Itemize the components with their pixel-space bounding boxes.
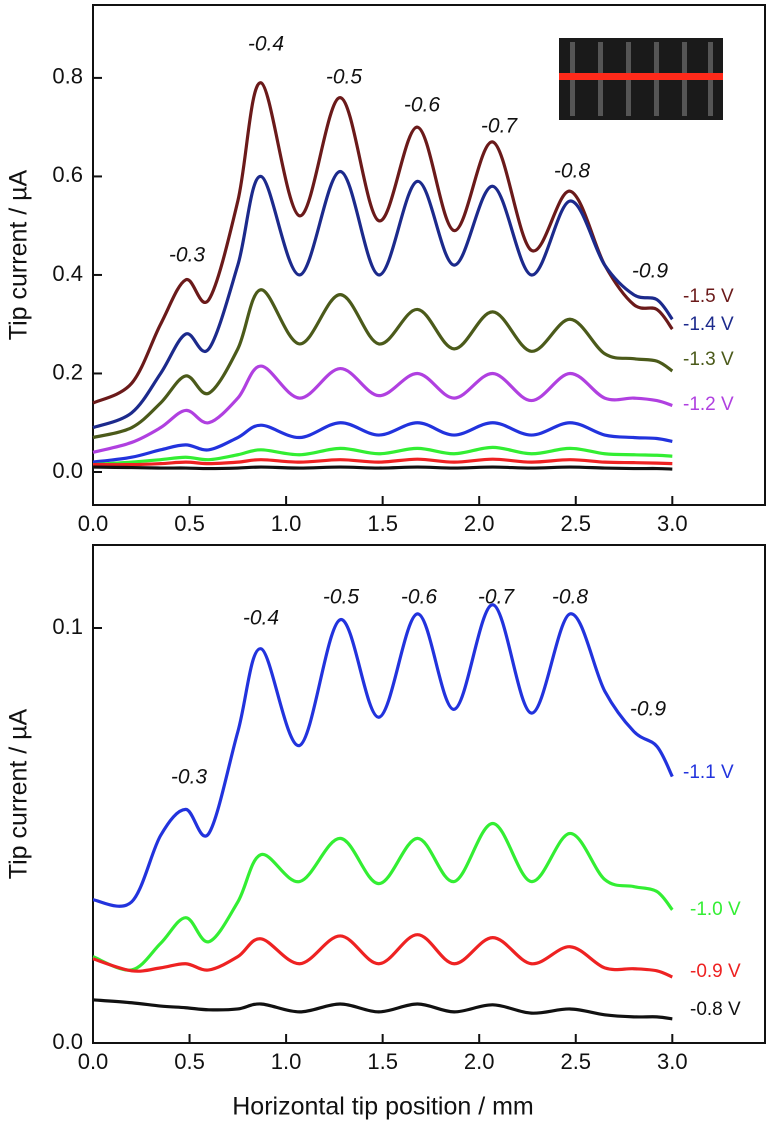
data-line xyxy=(92,445,673,467)
peak-annotation: -0.4 xyxy=(243,607,279,630)
data-line xyxy=(92,364,673,454)
data-line xyxy=(92,998,673,1021)
peak-annotation: -0.3 xyxy=(171,766,208,789)
data-line xyxy=(92,933,673,979)
data-line xyxy=(92,603,674,908)
x-tick-label: 1.5 xyxy=(367,1049,398,1074)
x-tick-label: 2.5 xyxy=(560,511,591,536)
peak-annotation: -0.3 xyxy=(169,244,206,267)
inset-image xyxy=(559,38,723,120)
inset-scan-line xyxy=(559,73,723,80)
y-tick-label: 0.0 xyxy=(52,1029,83,1054)
peak-annotation: -0.6 xyxy=(404,94,441,117)
peak-annotation: -0.4 xyxy=(248,33,284,56)
x-tick-label: 2.0 xyxy=(464,511,495,536)
y-tick-label: 0.1 xyxy=(52,614,83,639)
series-label: -1.0 V xyxy=(690,899,741,920)
x-tick-label: 0.0 xyxy=(78,1049,109,1074)
peak-annotation: -0.5 xyxy=(326,66,363,89)
y-tick-label: 0.8 xyxy=(52,64,83,89)
x-tick-label: 0.5 xyxy=(174,511,205,536)
series-label: -0.9 V xyxy=(690,961,741,982)
peak-annotation: -0.8 xyxy=(552,586,589,609)
series-label: -1.5 V xyxy=(683,286,734,307)
series-label: -1.1 V xyxy=(683,762,734,783)
peak-annotation: -0.9 xyxy=(630,698,667,721)
peak-annotation: -0.8 xyxy=(554,160,591,183)
peak-annotation: -0.6 xyxy=(401,586,438,609)
y-tick-label: 0.4 xyxy=(52,261,83,286)
data-line xyxy=(92,288,674,440)
data-line xyxy=(92,421,673,464)
plot-frame xyxy=(92,4,766,506)
x-tick-label: 0.0 xyxy=(78,511,109,536)
x-tick-label: 1.0 xyxy=(271,511,302,536)
data-line xyxy=(92,821,674,972)
series-label: -0.8 V xyxy=(690,999,741,1020)
x-tick-label: 3.0 xyxy=(657,511,688,536)
plot-frame xyxy=(92,544,766,1044)
x-axis-label: Horizontal tip position / mm xyxy=(232,1093,534,1121)
y-tick-label: 0.2 xyxy=(52,359,83,384)
x-tick-label: 2.5 xyxy=(560,1049,591,1074)
series-label: -1.3 V xyxy=(683,349,734,370)
y-axis-label: Tip current / µA xyxy=(5,169,33,340)
x-tick-label: 1.5 xyxy=(367,511,398,536)
data-line xyxy=(92,81,674,405)
peak-annotation: -0.7 xyxy=(478,586,516,609)
x-tick-label: 0.5 xyxy=(174,1049,205,1074)
peak-annotation: -0.9 xyxy=(632,260,669,283)
series-label: -1.2 V xyxy=(683,394,734,415)
x-tick-label: 2.0 xyxy=(464,1049,495,1074)
peak-annotation: -0.5 xyxy=(323,586,360,609)
series-label: -1.4 V xyxy=(683,314,734,335)
x-tick-label: 3.0 xyxy=(657,1049,688,1074)
y-axis-label: Tip current / µA xyxy=(5,708,33,879)
peak-annotation: -0.7 xyxy=(481,115,519,138)
data-line xyxy=(92,465,673,471)
x-tick-label: 1.0 xyxy=(271,1049,302,1074)
y-tick-label: 0.6 xyxy=(52,162,83,187)
data-line xyxy=(92,169,674,430)
data-line xyxy=(92,457,673,467)
y-tick-label: 0.0 xyxy=(52,458,83,483)
